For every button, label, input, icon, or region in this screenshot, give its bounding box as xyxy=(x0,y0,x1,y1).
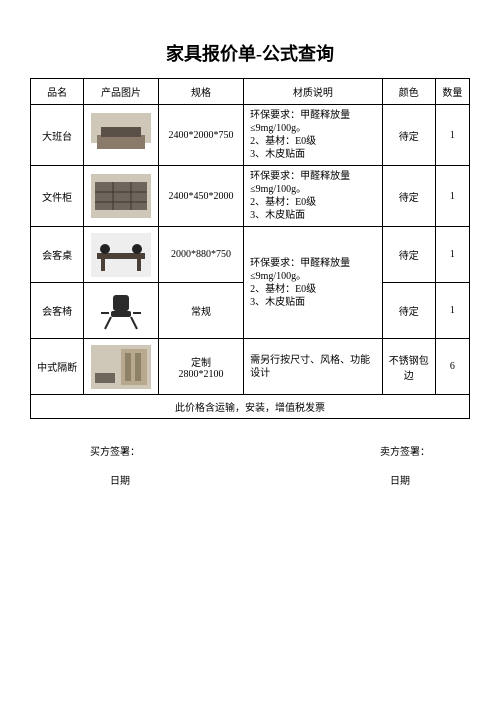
cell-image xyxy=(84,166,159,227)
cell-material: 需另行按尺寸、风格、功能设计 xyxy=(244,339,383,395)
cell-material-merged: 环保要求：甲醛释放量≤9mg/100g。2、基材：E0级3、木皮贴面 xyxy=(244,227,383,339)
table-row: 大班台 2400*2000*750 环保要求：甲醛释放量≤9mg/100g。2、… xyxy=(31,105,470,166)
quotation-table: 品名 产品图片 规格 材质说明 颜色 数量 大班台 2400*2000*750 … xyxy=(30,78,470,419)
product-image-chair xyxy=(91,289,151,333)
cell-material: 环保要求：甲醛释放量≤9mg/100g。2、基材：E0级3、木皮贴面 xyxy=(244,105,383,166)
footer-note: 此价格含运输，安装，增值税发票 xyxy=(31,395,470,419)
cell-spec: 常规 xyxy=(158,283,243,339)
buyer-date-label: 日期 xyxy=(110,472,130,487)
col-name: 品名 xyxy=(31,79,84,105)
date-row: 日期 日期 xyxy=(30,472,470,487)
cell-color: 不锈钢包边 xyxy=(382,339,435,395)
product-image-cabinet xyxy=(91,174,151,218)
seller-date-label: 日期 xyxy=(390,472,410,487)
cell-spec: 2400*2000*750 xyxy=(158,105,243,166)
cell-color: 待定 xyxy=(382,227,435,283)
table-row: 中式隔断 定制2800*2100 需另行按尺寸、风格、功能设计 不锈钢包边 6 xyxy=(31,339,470,395)
header-row: 品名 产品图片 规格 材质说明 颜色 数量 xyxy=(31,79,470,105)
cell-name: 会客桌 xyxy=(31,227,84,283)
col-qty: 数量 xyxy=(435,79,469,105)
table-row: 会客桌 2000*880*750 环保要求：甲醛释放量≤9mg/100g。2、基… xyxy=(31,227,470,283)
buyer-sign-label: 买方签署： xyxy=(90,443,140,458)
cell-spec: 定制2800*2100 xyxy=(158,339,243,395)
cell-qty: 6 xyxy=(435,339,469,395)
cell-color: 待定 xyxy=(382,166,435,227)
cell-image xyxy=(84,339,159,395)
seller-sign-label: 卖方签署： xyxy=(380,443,430,458)
footer-note-row: 此价格含运输，安装，增值税发票 xyxy=(31,395,470,419)
cell-qty: 1 xyxy=(435,105,469,166)
cell-color: 待定 xyxy=(382,283,435,339)
cell-qty: 1 xyxy=(435,227,469,283)
cell-qty: 1 xyxy=(435,166,469,227)
document-title: 家具报价单-公式查询 xyxy=(30,40,470,66)
col-spec: 规格 xyxy=(158,79,243,105)
cell-image xyxy=(84,227,159,283)
col-material: 材质说明 xyxy=(244,79,383,105)
cell-image xyxy=(84,105,159,166)
cell-spec: 2400*450*2000 xyxy=(158,166,243,227)
cell-name: 大班台 xyxy=(31,105,84,166)
col-color: 颜色 xyxy=(382,79,435,105)
table-row: 文件柜 2400*450*2000 环保要求：甲醛释放量≤9mg/100g。2、… xyxy=(31,166,470,227)
cell-material: 环保要求：甲醛释放量≤9mg/100g。2、基材：E0级3、木皮贴面 xyxy=(244,166,383,227)
cell-name: 文件柜 xyxy=(31,166,84,227)
col-image: 产品图片 xyxy=(84,79,159,105)
product-image-divider xyxy=(91,345,151,389)
cell-qty: 1 xyxy=(435,283,469,339)
cell-color: 待定 xyxy=(382,105,435,166)
product-image-desk xyxy=(91,113,151,157)
cell-name: 中式隔断 xyxy=(31,339,84,395)
cell-image xyxy=(84,283,159,339)
cell-name: 会客椅 xyxy=(31,283,84,339)
product-image-table xyxy=(91,233,151,277)
signature-row: 买方签署： 卖方签署： xyxy=(30,443,470,458)
cell-spec: 2000*880*750 xyxy=(158,227,243,283)
